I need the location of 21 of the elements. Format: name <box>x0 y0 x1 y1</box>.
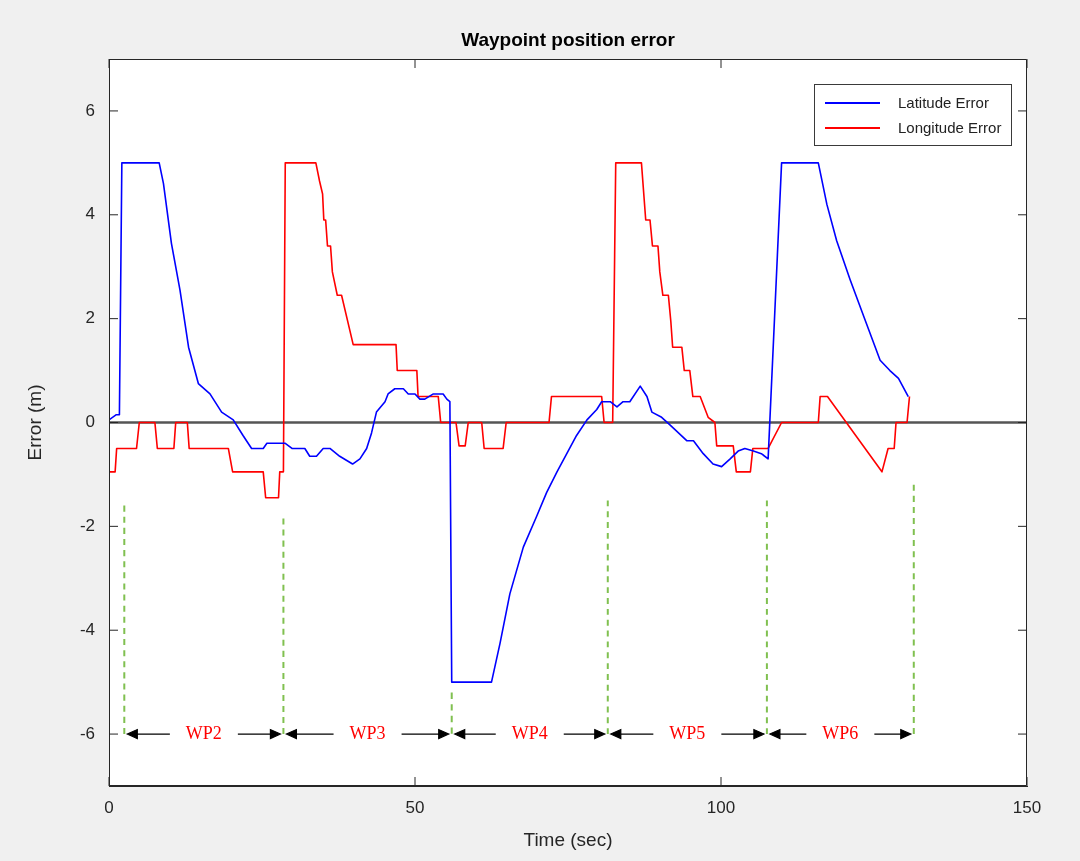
y-tick-label: 2 <box>85 308 95 328</box>
x-tick-label: 100 <box>706 797 736 817</box>
annotation: WP4 <box>511 722 548 743</box>
x-tick-label: 150 <box>1012 797 1042 817</box>
chart-title: Waypoint position error <box>461 29 676 50</box>
legend-label: Longitude Error <box>898 119 1002 136</box>
x-axis-title: Time (sec) <box>523 829 613 851</box>
annotation: WP3 <box>349 722 386 743</box>
legend-label: Latitude Error <box>898 94 989 111</box>
y-tick-label: 4 <box>85 204 95 224</box>
x-tick-label: 50 <box>405 797 425 817</box>
annotation: WP6 <box>822 722 859 743</box>
y-tick-label: -4 <box>79 619 95 639</box>
annotation: WP5 <box>669 722 706 743</box>
y-tick-label: 6 <box>85 100 95 120</box>
x-tick-label: 0 <box>104 797 114 817</box>
annotation: WP2 <box>185 722 222 743</box>
y-tick-label: -2 <box>79 516 95 536</box>
y-axis-title: Error (m) <box>24 384 46 461</box>
y-tick-label: -6 <box>79 723 95 743</box>
y-tick-label: 0 <box>85 412 95 432</box>
